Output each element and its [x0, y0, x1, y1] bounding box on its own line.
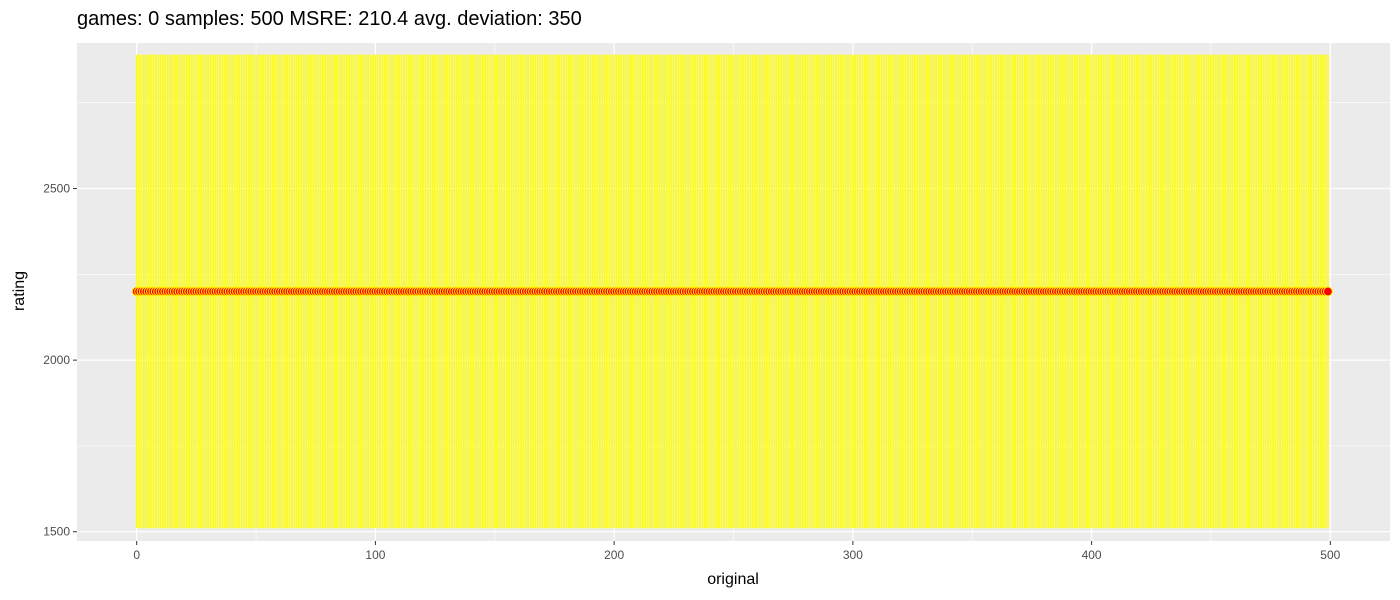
- y-axis-ticks: 1500 2000 2500: [43, 182, 77, 539]
- y-tick-label: 2000: [43, 353, 70, 367]
- x-tick-label: 500: [1320, 548, 1340, 562]
- x-tick-label: 400: [1082, 548, 1102, 562]
- y-tick-label: 2500: [43, 182, 70, 196]
- data-point: [1323, 286, 1333, 297]
- chart-title: games: 0 samples: 500 MSRE: 210.4 avg. d…: [77, 8, 582, 30]
- x-tick-label: 200: [604, 548, 624, 562]
- y-tick-label: 1500: [43, 525, 70, 539]
- x-axis-title: original: [707, 571, 759, 588]
- y-axis-title: rating: [11, 271, 28, 311]
- x-tick-label: 100: [365, 548, 385, 562]
- x-tick-label: 300: [843, 548, 863, 562]
- points: [131, 286, 1333, 297]
- x-axis-ticks: 0 100 200 300 400 500: [133, 541, 1341, 562]
- x-tick-label: 0: [133, 548, 140, 562]
